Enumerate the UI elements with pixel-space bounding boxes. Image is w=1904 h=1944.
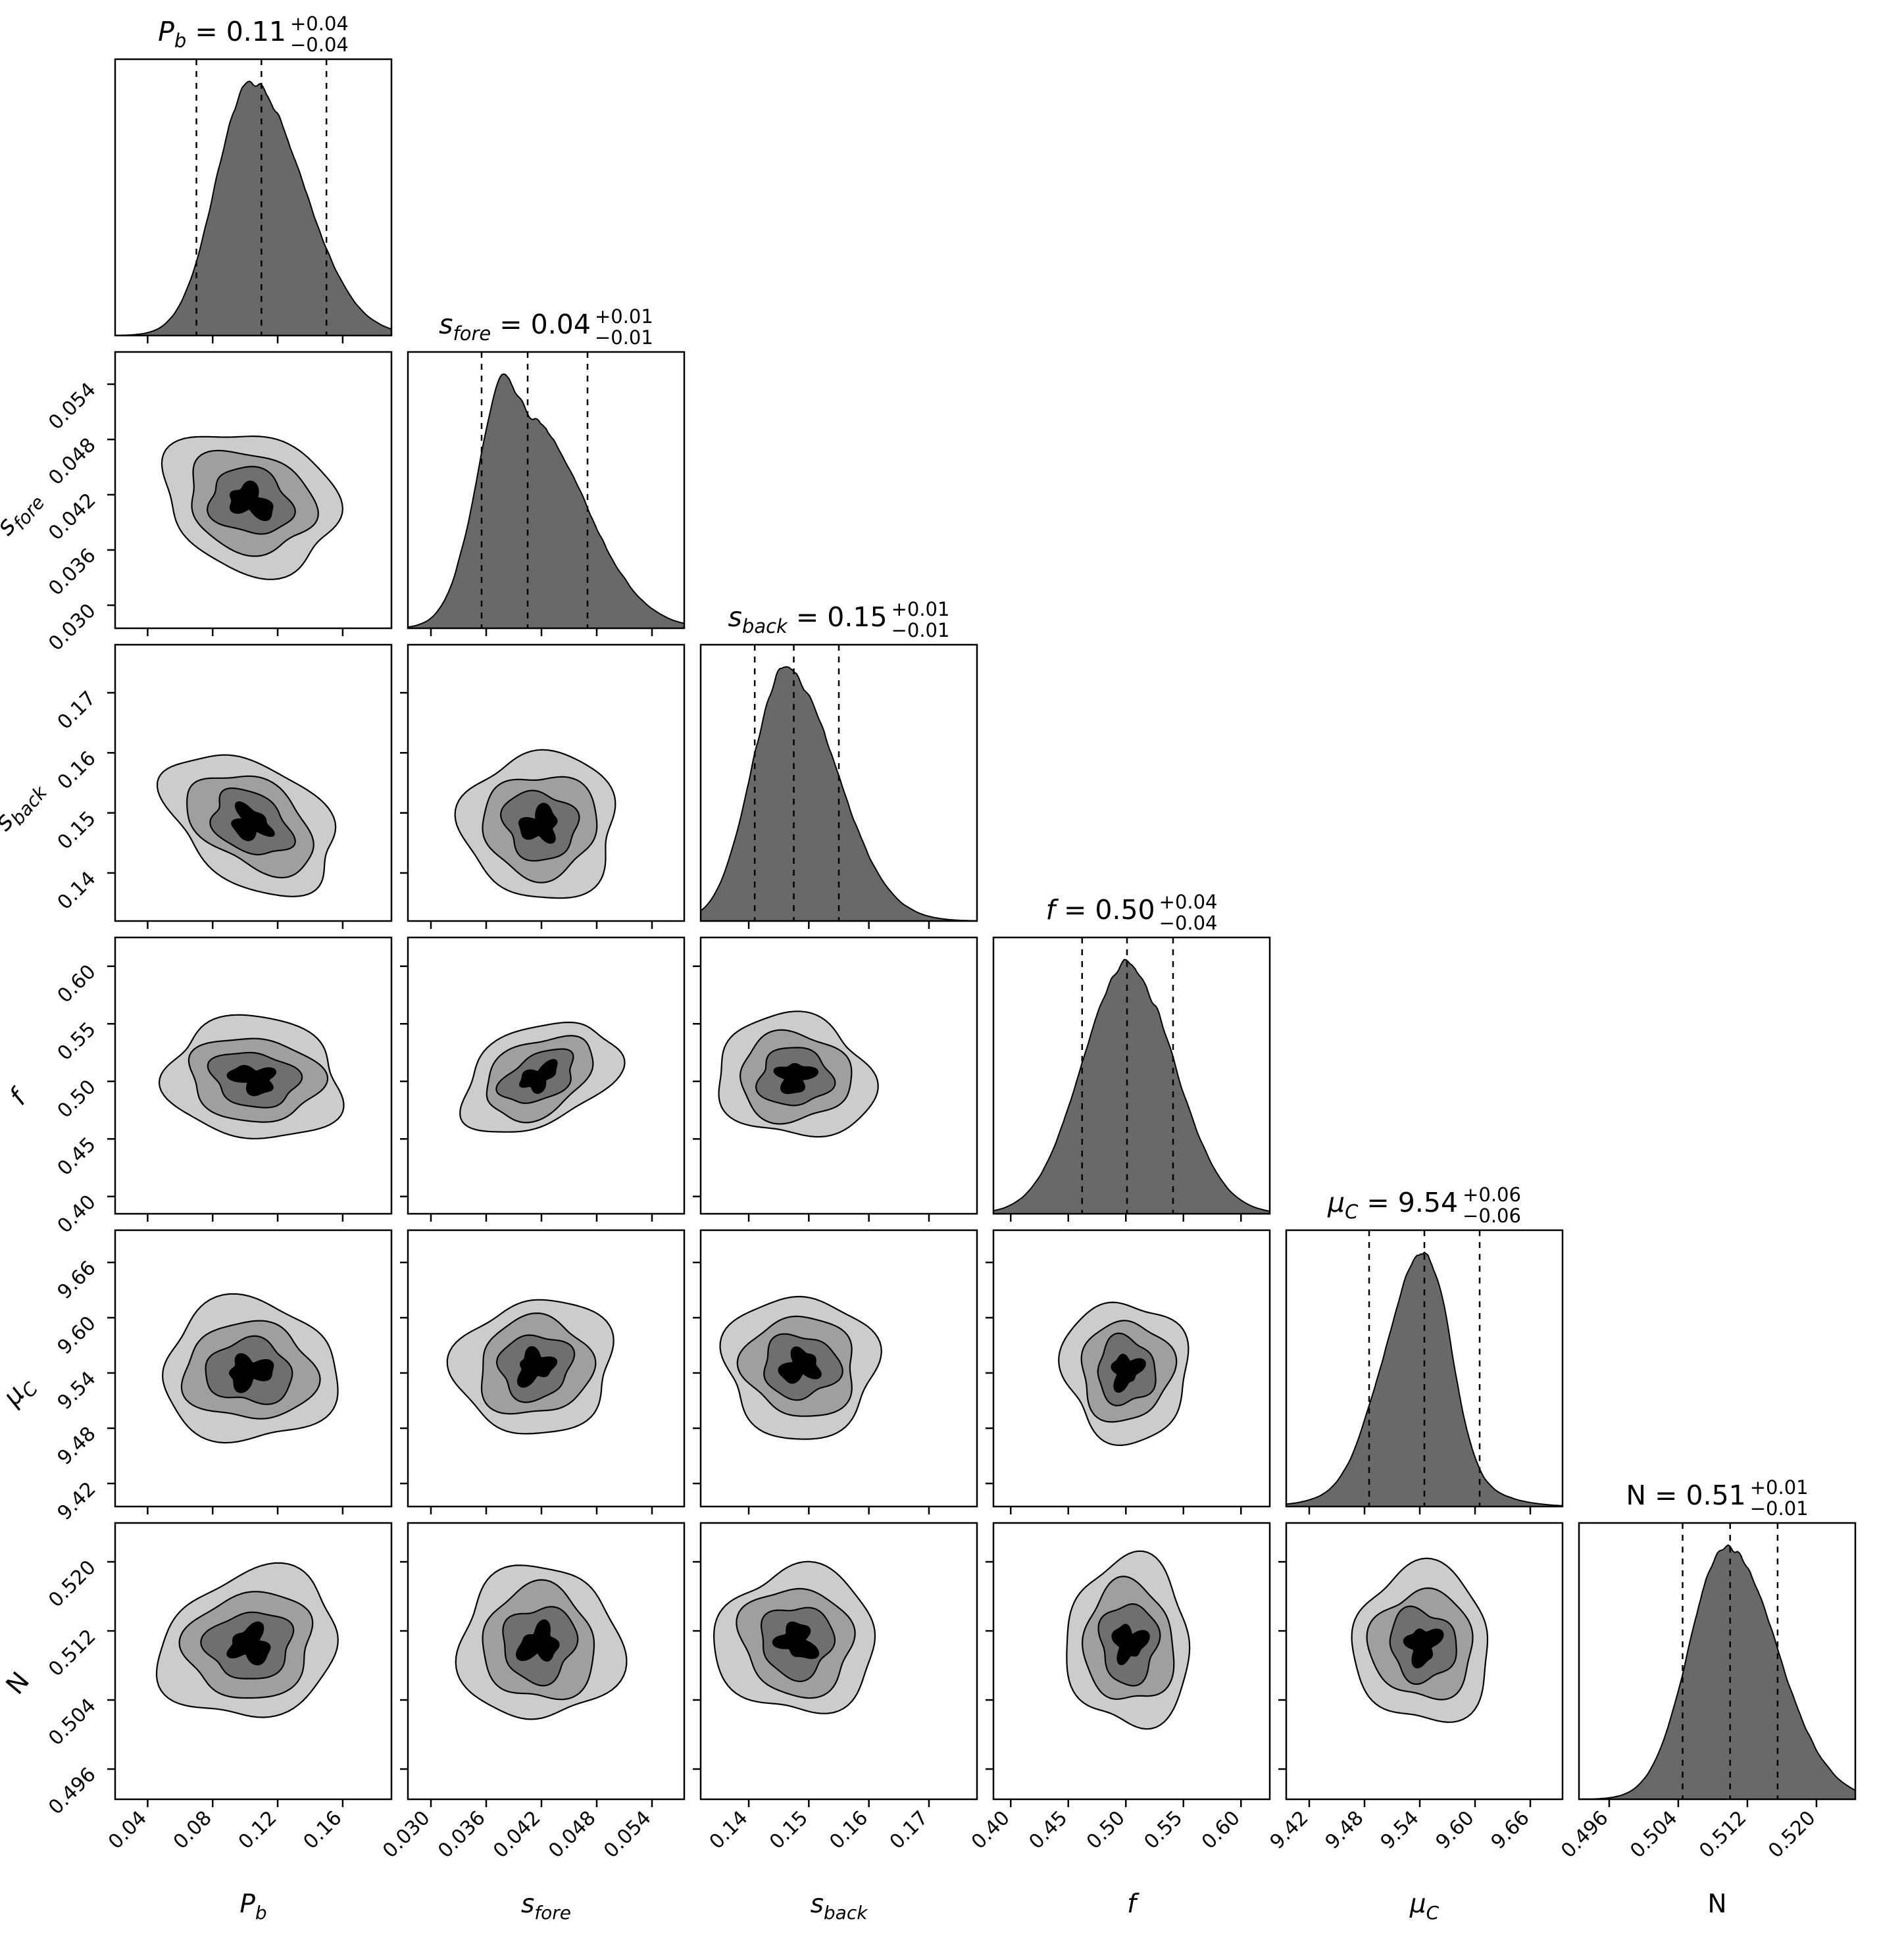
- hist-panel-mu_C: [1285, 1229, 1564, 1514]
- contour-level: [226, 1064, 277, 1097]
- svg-text:sback = 0.15: sback = 0.15: [728, 601, 888, 637]
- title-mu_C: μC = 9.54 +0.06−0.06: [1327, 1184, 1521, 1227]
- panel-frame: [699, 643, 978, 922]
- svg-text:μC = 9.54: μC = 9.54: [1327, 1187, 1458, 1223]
- svg-text:−0.06: −0.06: [1463, 1205, 1521, 1227]
- contour-level: [518, 1059, 558, 1094]
- panel-frame: [992, 1229, 1271, 1508]
- panel-frame: [114, 1522, 393, 1801]
- x-axis-label-N: N: [1707, 1889, 1726, 1919]
- svg-text:Pb = 0.11: Pb = 0.11: [158, 16, 286, 52]
- panel-frame: [699, 1229, 978, 1508]
- title-P_b: Pb = 0.11 +0.04−0.04: [158, 12, 349, 56]
- histogram-fill: [701, 666, 977, 921]
- panel-frame: [114, 936, 393, 1215]
- x-axis-label-s_back: sback: [811, 1889, 869, 1924]
- svg-text:+0.04: +0.04: [1159, 891, 1218, 913]
- panel-frame: [992, 936, 1271, 1215]
- panel-frame: [407, 1522, 686, 1801]
- contour-panel-s_back-vs-s_fore: [400, 643, 686, 929]
- contour-panel-N-vs-f: 0.40 0.45 0.50 0.55 0.60f: [967, 1522, 1271, 1919]
- contour-level: [1111, 1353, 1146, 1393]
- panel-frame: [699, 936, 978, 1215]
- contour-panel-mu_C-vs-s_fore: [400, 1229, 686, 1514]
- svg-text:+0.01: +0.01: [595, 305, 653, 328]
- panel-frame: [114, 351, 393, 630]
- contour-level: [1403, 1628, 1444, 1669]
- panel-frame: [1578, 1522, 1857, 1801]
- panel-frame: [699, 1522, 978, 1801]
- svg-text:sfore = 0.04: sfore = 0.04: [439, 309, 591, 345]
- title-N: N = 0.51 +0.01−0.01: [1626, 1476, 1808, 1520]
- x-axis-label-s_fore: sfore: [521, 1889, 571, 1924]
- histogram-outline: [115, 80, 391, 336]
- hist-panel-s_back: [699, 643, 978, 929]
- contour-panel-f-vs-s_back: [693, 936, 978, 1222]
- title-s_back: sback = 0.15 +0.01−0.01: [728, 598, 950, 641]
- histogram-outline: [993, 959, 1270, 1212]
- hist-panel-s_fore: [407, 351, 686, 636]
- svg-text:−0.01: −0.01: [595, 326, 653, 349]
- panel-frame: [1285, 1522, 1564, 1801]
- contour-level: [773, 1062, 819, 1094]
- contour-level: [772, 1621, 820, 1659]
- contour-panel-f-vs-s_fore: [400, 936, 686, 1222]
- panel-frame: [407, 936, 686, 1215]
- contour-panel-f-vs-P_b: 0.400.450.500.550.60f: [4, 936, 393, 1238]
- histogram-outline: [1286, 1251, 1563, 1507]
- panel-frame: [114, 1229, 393, 1508]
- contour-level: [226, 1621, 271, 1666]
- contour-level: [516, 1619, 560, 1662]
- contour-level: [231, 801, 275, 841]
- panel-frame: [407, 1229, 686, 1508]
- svg-text:−0.04: −0.04: [290, 34, 349, 56]
- contour-level: [1111, 1624, 1150, 1666]
- contour-level: [778, 1346, 822, 1384]
- svg-text:−0.01: −0.01: [891, 619, 950, 641]
- svg-text:+0.01: +0.01: [891, 598, 950, 620]
- contour-level: [518, 803, 558, 844]
- panel-frame: [992, 1522, 1271, 1801]
- hist-panel-f: [992, 936, 1271, 1222]
- svg-text:−0.01: −0.01: [1750, 1497, 1809, 1520]
- title-s_fore: sfore = 0.04 +0.01−0.01: [439, 305, 653, 349]
- panel-frame: [114, 58, 393, 337]
- title-f: f = 0.50 +0.04−0.04: [1045, 891, 1217, 934]
- panel-frame: [407, 643, 686, 922]
- svg-text:+0.01: +0.01: [1750, 1476, 1809, 1499]
- panel-frame: [114, 643, 393, 922]
- svg-text:N = 0.51: N = 0.51: [1626, 1480, 1745, 1511]
- svg-text:+0.06: +0.06: [1463, 1184, 1521, 1206]
- histogram-fill: [993, 959, 1270, 1214]
- histogram-fill: [1579, 1545, 1855, 1799]
- contour-panel-mu_C-vs-f: [986, 1229, 1271, 1514]
- histogram-fill: [1286, 1252, 1563, 1507]
- contour-level: [229, 480, 274, 522]
- svg-text:−0.04: −0.04: [1159, 912, 1218, 934]
- histogram-fill: [115, 81, 391, 336]
- contour-level: [229, 1353, 274, 1393]
- svg-text:+0.04: +0.04: [290, 12, 349, 35]
- panel-frame: [407, 351, 686, 630]
- x-axis-label-P_b: Pb: [239, 1889, 266, 1924]
- x-axis-label-mu_C: μC: [1409, 1889, 1440, 1924]
- contour-panel-mu_C-vs-s_back: [693, 1229, 978, 1514]
- hist-panel-P_b: [114, 58, 393, 343]
- panel-frame: [1285, 1229, 1564, 1508]
- svg-text:f = 0.50: f = 0.50: [1045, 894, 1155, 926]
- histogram-outline: [1579, 1544, 1855, 1799]
- contour-level: [516, 1346, 558, 1388]
- histogram-outline: [408, 373, 684, 628]
